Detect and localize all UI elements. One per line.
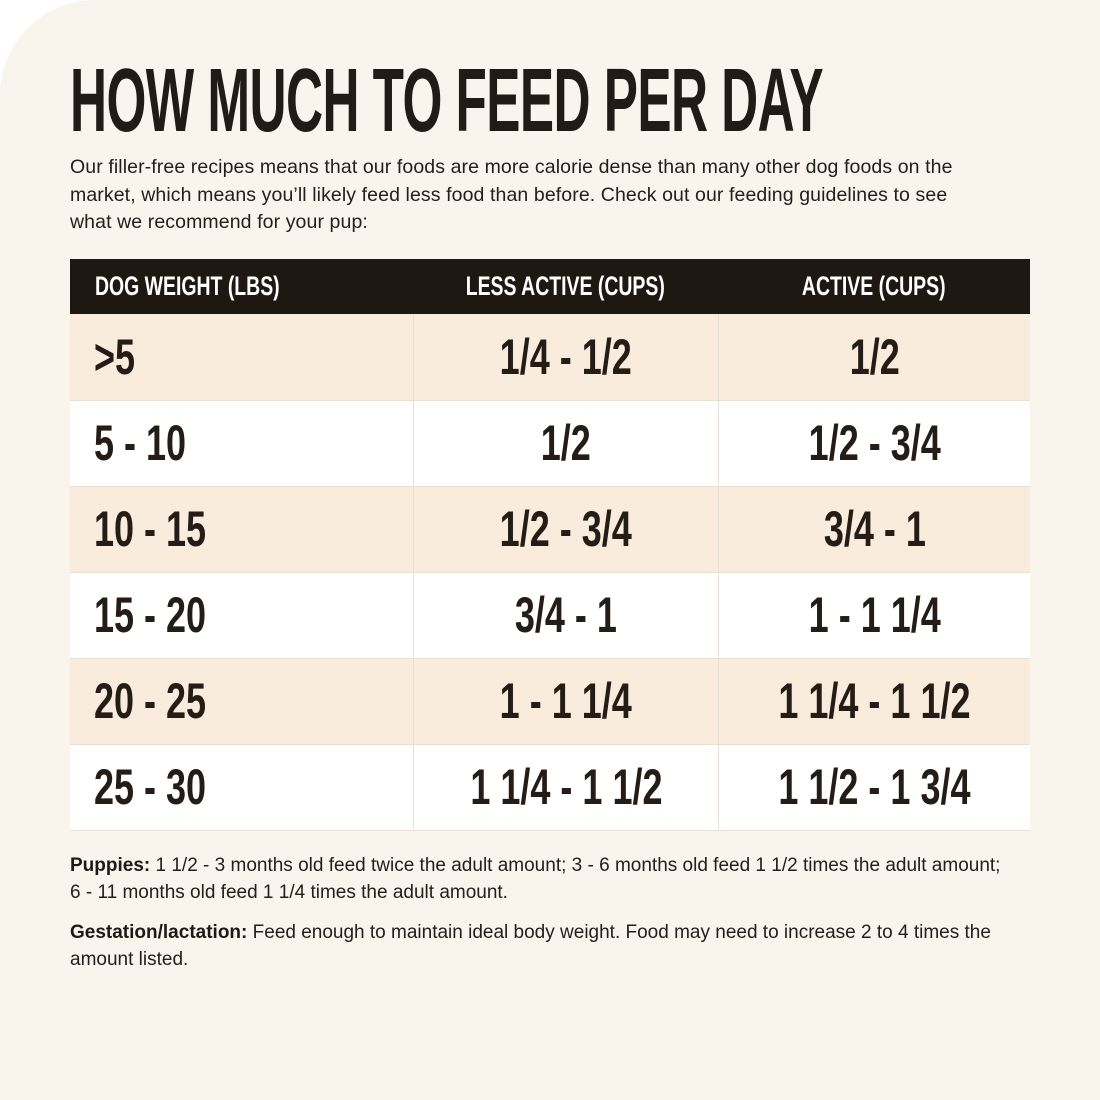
dog-weight-value: 10 - 15	[94, 501, 207, 557]
active-cell: 1/2	[718, 313, 1030, 400]
less-active-cell: 1 - 1 1/4	[413, 658, 718, 744]
dog-weight-cell: 25 - 30	[70, 745, 413, 830]
less-active-value: 1/2	[540, 415, 592, 471]
dog-weight-cell: >5	[70, 314, 413, 400]
active-value: 1/2 - 3/4	[808, 415, 941, 471]
less-active-cell: 3/4 - 1	[413, 572, 718, 658]
active-cell: 1 1/2 - 1 3/4	[718, 744, 1030, 830]
active-cell: 1 1/4 - 1 1/2	[718, 658, 1030, 744]
dog-weight-cell: 10 - 15	[70, 487, 413, 572]
page-title: HOW MUCH TO FEED PER DAY	[70, 56, 1030, 146]
less-active-value: 1 - 1 1/4	[499, 673, 633, 729]
dog-weight-cell: 15 - 20	[70, 573, 413, 658]
card-content: HOW MUCH TO FEED PER DAY Our filler-free…	[70, 56, 1030, 973]
puppies-note-text: 1 1/2 - 3 months old feed twice the adul…	[70, 854, 1001, 903]
intro-paragraph: Our filler-free recipes means that our f…	[70, 156, 953, 233]
gestation-note-text: Feed enough to maintain ideal body weigh…	[70, 921, 991, 970]
gestation-note: Gestation/lactation: Feed enough to main…	[70, 919, 1005, 973]
less-active-cell: 1/2	[413, 400, 718, 486]
footnotes: Puppies: 1 1/2 - 3 months old feed twice…	[70, 852, 1005, 973]
active-cell: 1 - 1 1/4	[718, 572, 1030, 658]
puppies-note-label: Puppies:	[70, 854, 151, 876]
less-active-value: 1/2 - 3/4	[499, 501, 633, 557]
dog-weight-value: >5	[94, 328, 136, 385]
table-row: 20 - 25 1 - 1 1/4 1 1/4 - 1 1/2	[70, 657, 1030, 744]
active-value: 1 1/4 - 1 1/2	[778, 673, 971, 729]
table-row: 15 - 20 3/4 - 1 1 - 1 1/4	[70, 571, 1030, 658]
dog-weight-value: 20 - 25	[94, 673, 207, 729]
active-cell: 1/2 - 3/4	[718, 400, 1030, 486]
page-title-text: HOW MUCH TO FEED PER DAY	[70, 51, 824, 151]
dog-weight-value: 15 - 20	[94, 587, 207, 643]
table-body: >5 1/4 - 1/2 1/2 5 - 10 1/2 1/2 - 3/4 10…	[70, 313, 1030, 830]
less-active-value: 1/4 - 1/2	[499, 328, 633, 385]
column-header-dog-weight: DOG WEIGHT (LBS)	[95, 270, 280, 301]
dog-weight-cell: 20 - 25	[70, 659, 413, 744]
active-cell: 3/4 - 1	[718, 486, 1030, 572]
dog-weight-cell: 5 - 10	[70, 401, 413, 486]
table-row: 5 - 10 1/2 1/2 - 3/4	[70, 399, 1030, 486]
active-value: 3/4 - 1	[823, 501, 926, 557]
column-header-active: ACTIVE (CUPS)	[802, 270, 946, 301]
less-active-value: 1 1/4 - 1 1/2	[469, 759, 663, 815]
less-active-cell: 1/4 - 1/2	[413, 313, 718, 400]
dog-weight-value: 25 - 30	[94, 759, 207, 815]
puppies-note: Puppies: 1 1/2 - 3 months old feed twice…	[70, 852, 1005, 906]
dog-weight-value: 5 - 10	[94, 415, 187, 471]
table-row: >5 1/4 - 1/2 1/2	[70, 313, 1030, 400]
table-header-row: DOG WEIGHT (LBS) LESS ACTIVE (CUPS) ACTI…	[70, 258, 1030, 314]
column-header-less-active: LESS ACTIVE (CUPS)	[465, 270, 666, 301]
active-value: 1 1/2 - 1 3/4	[778, 759, 971, 815]
active-value: 1 - 1 1/4	[808, 587, 941, 643]
less-active-cell: 1 1/4 - 1 1/2	[413, 744, 718, 830]
gestation-note-label: Gestation/lactation:	[70, 921, 248, 943]
active-value: 1/2	[849, 328, 900, 385]
less-active-value: 3/4 - 1	[514, 587, 618, 643]
table-row: 25 - 30 1 1/4 - 1 1/2 1 1/2 - 1 3/4	[70, 743, 1030, 830]
feeding-table: DOG WEIGHT (LBS) LESS ACTIVE (CUPS) ACTI…	[70, 258, 1030, 831]
table-row: 10 - 15 1/2 - 3/4 3/4 - 1	[70, 485, 1030, 572]
less-active-cell: 1/2 - 3/4	[413, 486, 718, 572]
